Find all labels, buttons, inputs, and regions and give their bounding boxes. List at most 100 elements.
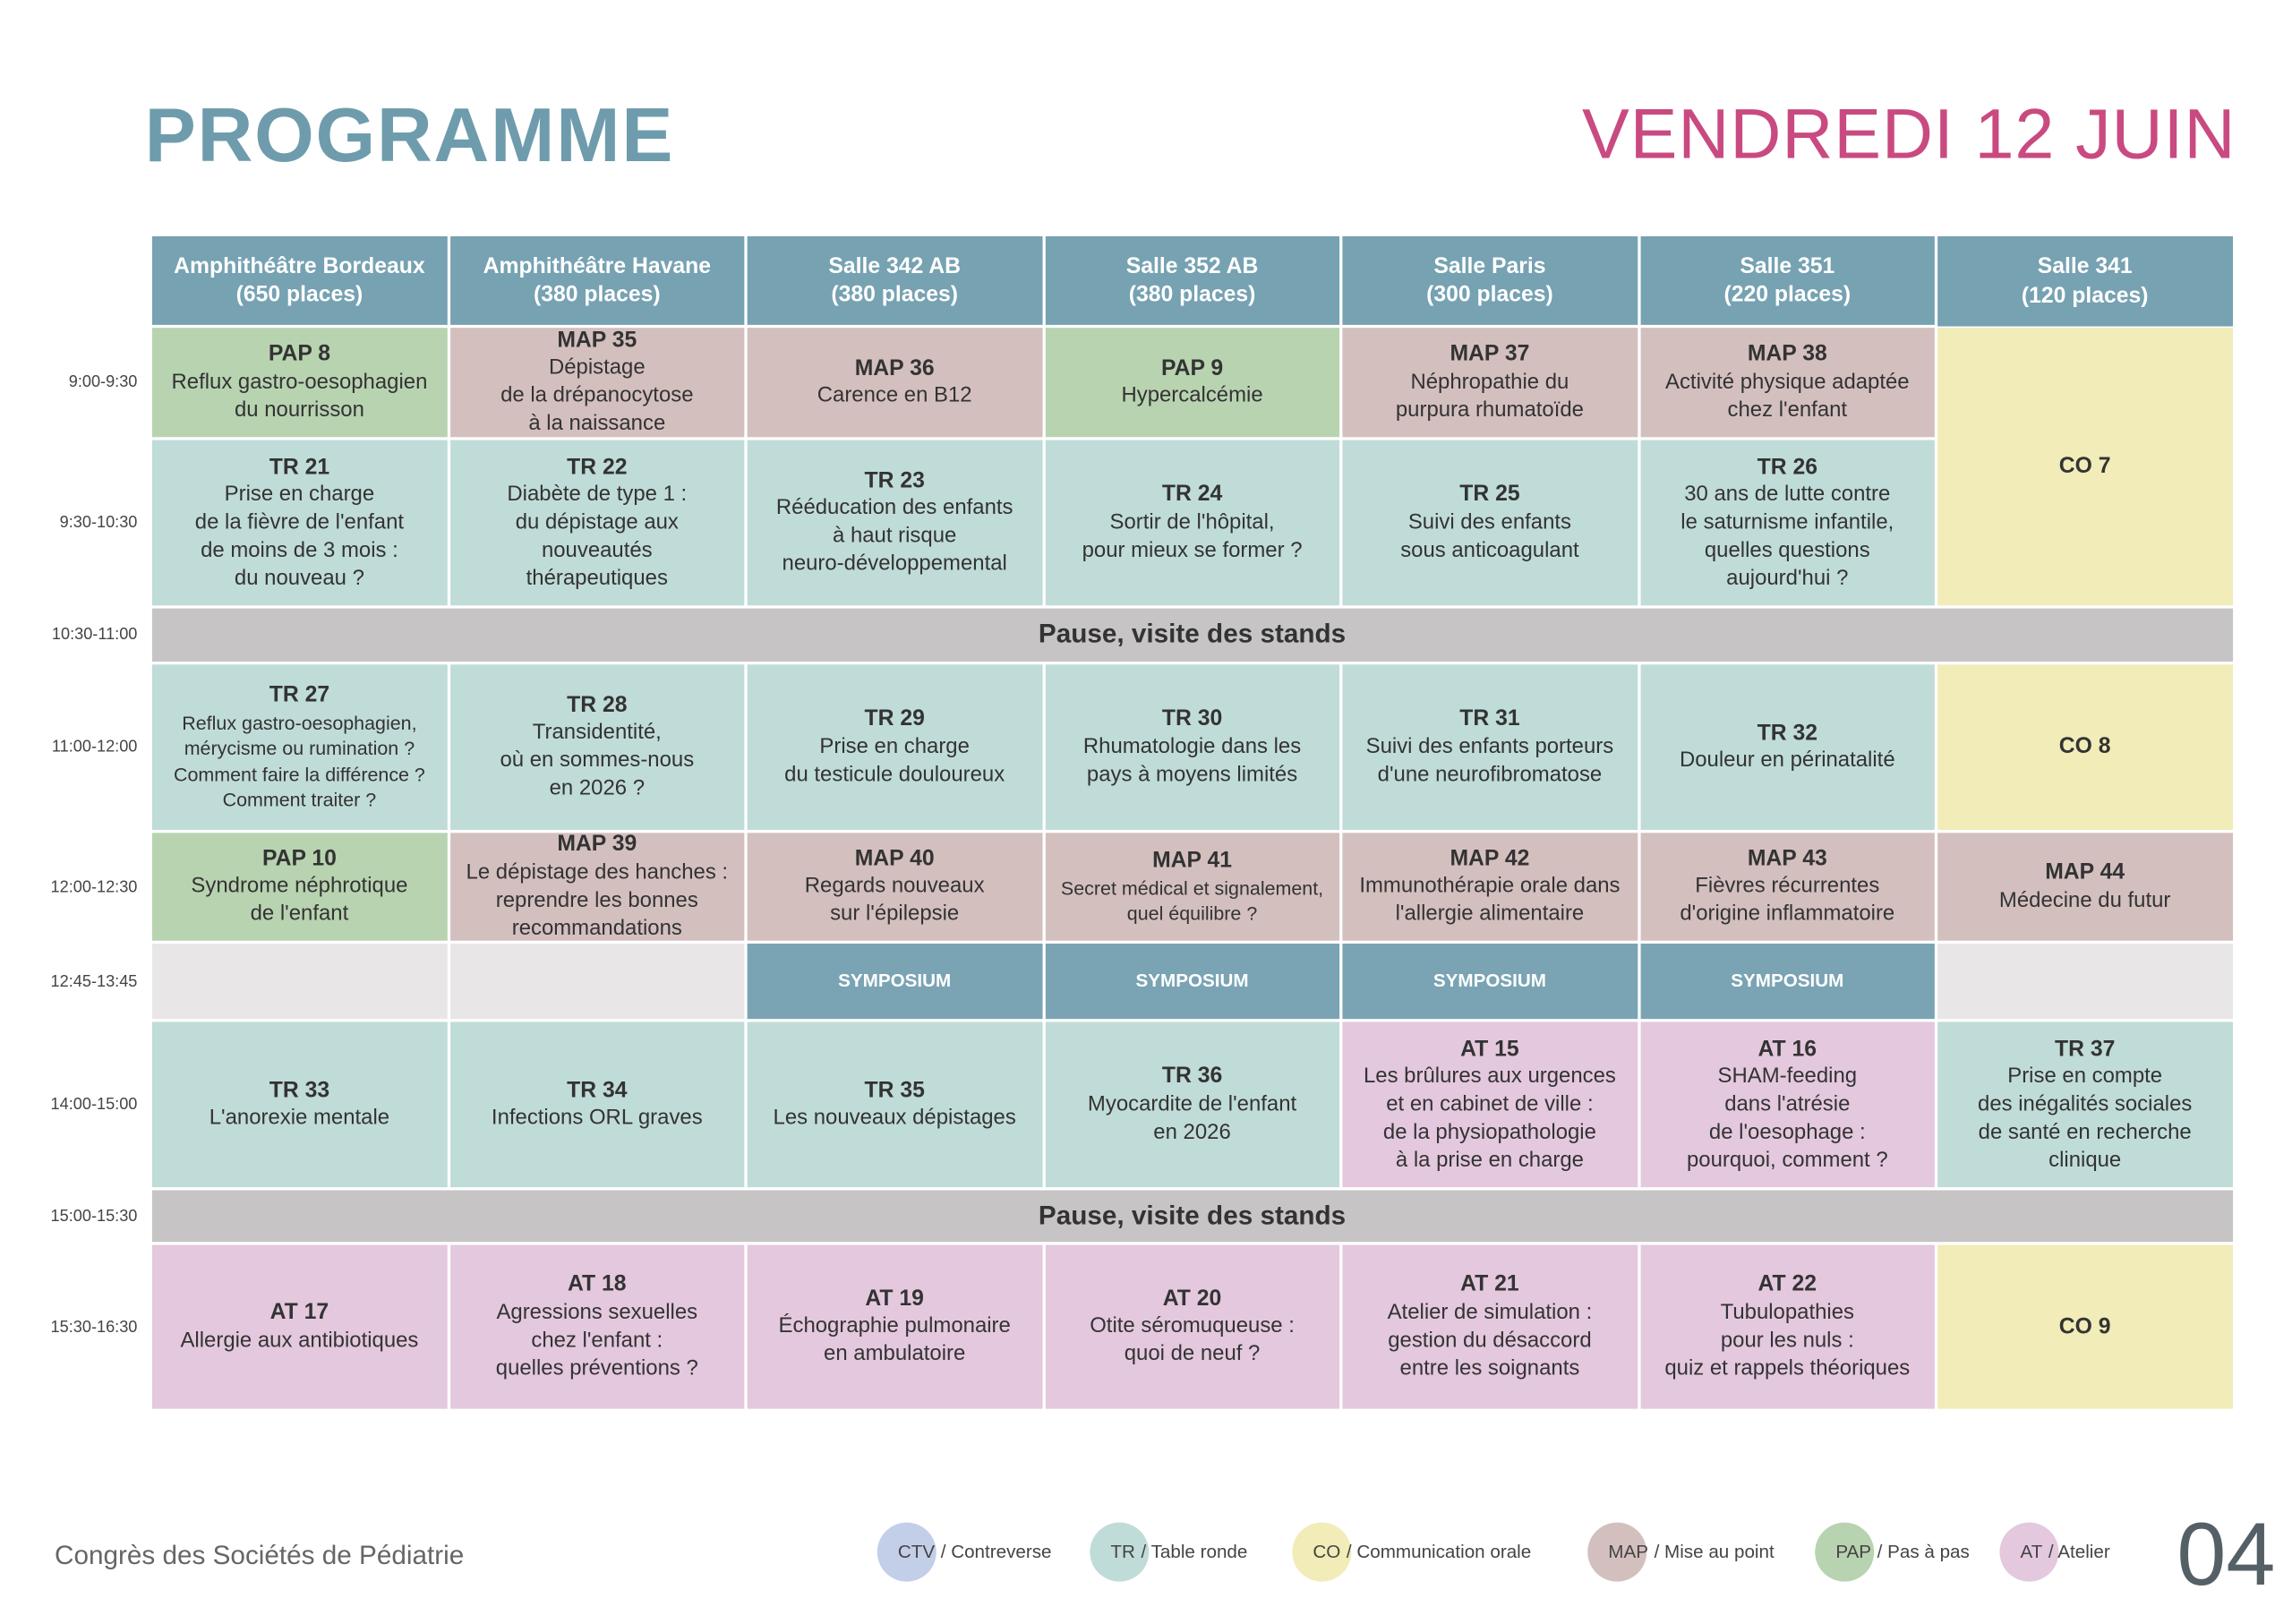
session-title: Les nouveaux dépistages xyxy=(773,1107,1016,1131)
room-header: Salle 342 AB (380 places) xyxy=(747,235,1042,325)
session-title: Reflux gastro-oesophagien, mérycisme ou … xyxy=(173,711,425,812)
pause: Pause, visite des stands xyxy=(151,608,2233,662)
room-header: Salle 341 (120 places) xyxy=(1937,235,2233,327)
session-title: Médecine du futur xyxy=(1998,888,2171,913)
legend-code: MAP xyxy=(1608,1542,1648,1563)
session-title: Activité physique adaptée chez l'enfant xyxy=(1665,370,1910,423)
session-code: AT 18 xyxy=(568,1272,627,1298)
legend-label: / Pas à pas xyxy=(1877,1542,1970,1563)
session-title: Secret médical et signalement, quel équi… xyxy=(1060,876,1324,925)
session-code: AT 17 xyxy=(269,1300,329,1326)
legend-code: CTV xyxy=(897,1542,936,1563)
session-title: SHAM-feeding dans l'atrésie de l'oesopha… xyxy=(1686,1064,1888,1173)
session-code: MAP 40 xyxy=(854,846,935,872)
session: CO 9 xyxy=(1937,1244,2233,1409)
session-code: TR 30 xyxy=(1161,706,1223,732)
session: MAP 38 Activité physique adaptée chez l'e… xyxy=(1639,328,1935,438)
session: TR 37 Prise en compte des inégalités soci… xyxy=(1937,1021,2233,1188)
session-code: MAP 36 xyxy=(854,355,935,381)
session-title: Rhumatologie dans les pays à moyens limi… xyxy=(1082,735,1302,787)
legend-label: / Table ronde xyxy=(1141,1542,1248,1563)
session-title: 30 ans de lutte contre le saturnisme inf… xyxy=(1681,483,1894,591)
session: TR 36 Myocardite de l'enfant en 2026 xyxy=(1045,1021,1340,1188)
session-code: TR 27 xyxy=(269,682,330,708)
legend-item: CO / Communication orale xyxy=(1292,1522,1531,1582)
room-name: Salle 351 xyxy=(1740,252,1835,278)
room-capacity: (380 places) xyxy=(533,282,661,308)
session-code: CO 7 xyxy=(2058,453,2111,479)
legend-code: AT xyxy=(2020,1542,2043,1563)
session-title: Hypercalcémie xyxy=(1121,384,1263,408)
legend-item: PAP / Pas à pas xyxy=(1815,1522,1970,1582)
session-title: Transidentité, où en sommes-nous en 2026… xyxy=(500,721,695,801)
session-code: PAP 8 xyxy=(268,341,331,367)
legend-dot xyxy=(1815,1522,1875,1582)
session-title: Atelier de simulation : gestion du désac… xyxy=(1387,1301,1593,1380)
session: PAP 10 Syndrome néphrotique de l'enfant xyxy=(151,833,447,941)
session-code: MAP 35 xyxy=(557,328,637,354)
legend-code: PAP xyxy=(1835,1542,1872,1563)
session: TR 33 L'anorexie mentale xyxy=(151,1021,447,1188)
session-title: Suivi des enfants sous anticoagulant xyxy=(1400,510,1579,563)
session: TR 24 Sortir de l'hôpital, pour mieux se … xyxy=(1045,440,1340,606)
time-slot: 12:00-12:30 xyxy=(50,877,138,896)
session-title: Myocardite de l'enfant en 2026 xyxy=(1087,1092,1297,1144)
legend-label: / Contreverse xyxy=(940,1542,1052,1563)
session-title: Les brûlures aux urgences et en cabinet … xyxy=(1363,1064,1616,1173)
session-code: AT 21 xyxy=(1460,1272,1519,1298)
time-slot: 15:30-16:30 xyxy=(50,1318,138,1336)
session: MAP 40 Regards nouveaux sur l'épilepsie xyxy=(747,833,1042,941)
time-slot: 12:45-13:45 xyxy=(50,972,138,990)
session-title: Prise en charge de la fièvre de l'enfant… xyxy=(194,483,405,591)
session: MAP 42 Immunothérapie orale dans l'allerg… xyxy=(1342,833,1638,941)
session-title: Rééducation des enfants à haut risque ne… xyxy=(775,497,1013,577)
session-code: TR 31 xyxy=(1459,706,1520,732)
session: AT 22 Tubulopathies pour les nuls : quiz … xyxy=(1639,1244,1935,1409)
session: MAP 44 Médecine du futur xyxy=(1937,833,2233,941)
legend-label: / Mise au point xyxy=(1654,1542,1775,1563)
session-title: Suivi des enfants porteurs d'une neurofi… xyxy=(1365,735,1614,787)
room-header: Salle 352 AB (380 places) xyxy=(1045,235,1340,325)
symposium: SYMPOSIUM xyxy=(1639,944,1935,1020)
session: TR 25 Suivi des enfants sous anticoagulan… xyxy=(1342,440,1638,606)
legend-dot xyxy=(1292,1522,1352,1582)
session-code: TR 33 xyxy=(269,1077,330,1103)
session-code: TR 25 xyxy=(1459,482,1520,508)
session: AT 19 Échographie pulmonaire en ambulatoi… xyxy=(747,1244,1042,1409)
empty-slot xyxy=(151,944,447,1020)
session-title: Reflux gastro-oesophagien du nourrisson xyxy=(171,370,428,423)
session: CO 8 xyxy=(1937,664,2233,831)
session: TR 30 Rhumatologie dans les pays à moyens… xyxy=(1045,664,1340,831)
symposium: SYMPOSIUM xyxy=(1045,944,1340,1020)
session: AT 16 SHAM-feeding dans l'atrésie de l'oe… xyxy=(1639,1021,1935,1188)
session: TR 28 Transidentité, où en sommes-nous en… xyxy=(449,664,745,831)
room-capacity: (650 places) xyxy=(235,282,363,308)
session-code: TR 28 xyxy=(567,692,628,718)
room-header: Amphithéâtre Bordeaux (650 places) xyxy=(151,235,447,325)
session-code: PAP 10 xyxy=(261,846,337,872)
legend-item: AT / Atelier xyxy=(1999,1522,2110,1582)
room-capacity: (380 places) xyxy=(1128,282,1256,308)
session: TR 26 30 ans de lutte contre le saturnism… xyxy=(1639,440,1935,606)
session: MAP 35 Dépistage de la drépanocytose à la… xyxy=(449,328,745,438)
room-header: Salle Paris (300 places) xyxy=(1342,235,1638,325)
room-capacity: (120 places) xyxy=(2021,282,2149,308)
title: PROGRAMME xyxy=(144,92,675,179)
session-title: Dépistage de la drépanocytose à la naiss… xyxy=(500,356,694,436)
session-title: Échographie pulmonaire en ambulatoire xyxy=(778,1314,1011,1367)
session-code: TR 37 xyxy=(2054,1036,2116,1062)
session: TR 31 Suivi des enfants porteurs d'une ne… xyxy=(1342,664,1638,831)
time-slot: 11:00-12:00 xyxy=(51,738,138,756)
session-code: AT 20 xyxy=(1162,1286,1222,1312)
session: AT 18 Agressions sexuelles chez l'enfant … xyxy=(449,1244,745,1409)
symposium: SYMPOSIUM xyxy=(1342,944,1638,1020)
date: VENDREDI 12 JUIN xyxy=(1582,96,2236,175)
session: TR 23 Rééducation des enfants à haut risq… xyxy=(747,440,1042,606)
session-title: L'anorexie mentale xyxy=(209,1107,390,1131)
symposium: SYMPOSIUM xyxy=(747,944,1042,1020)
room-name: Salle 342 AB xyxy=(828,252,961,278)
session: TR 35 Les nouveaux dépistages xyxy=(747,1021,1042,1188)
session: AT 15 Les brûlures aux urgences et en cab… xyxy=(1342,1021,1638,1188)
session-title: Agressions sexuelles chez l'enfant : que… xyxy=(495,1301,698,1380)
